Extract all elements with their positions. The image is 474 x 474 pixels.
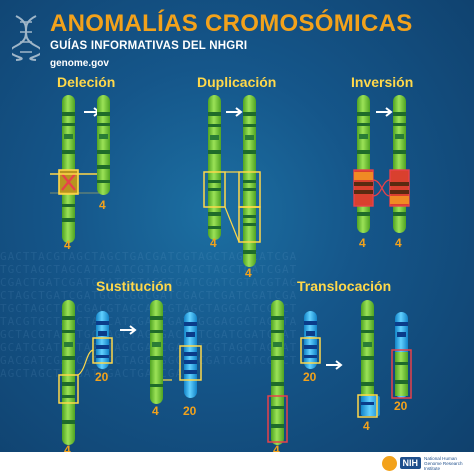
chromosome-20-substituted xyxy=(184,312,197,398)
chromosome-label: 4 xyxy=(273,443,280,457)
substitution-connector xyxy=(77,349,94,376)
panel-title-delecion: Deleción xyxy=(57,74,116,90)
translocation-highlight-box xyxy=(267,395,288,443)
nih-institute-name: National Human Genome Research Institute xyxy=(424,455,463,471)
chromosome-label: 20 xyxy=(394,399,408,413)
duplication-connector xyxy=(224,206,240,243)
chromosome-4-original xyxy=(271,300,284,445)
chromosome-label: 20 xyxy=(95,370,109,384)
chromosome-4-duplicated xyxy=(243,95,256,267)
arrow-icon xyxy=(226,107,243,117)
chromosome-4-original xyxy=(62,300,75,445)
substitution-highlight-box xyxy=(179,345,202,381)
footer-bar xyxy=(0,452,474,474)
chromosome-4-translocated xyxy=(361,300,380,416)
chromosome-20-translocated xyxy=(395,312,408,398)
inversion-arrows xyxy=(372,179,391,197)
nih-logo[interactable]: NIH National Human Genome Research Insti… xyxy=(381,455,467,471)
inversion-segment-inverted xyxy=(389,169,410,207)
chromosome-4-substituted xyxy=(150,300,163,404)
chromosome-20-original xyxy=(304,311,317,369)
arrow-icon xyxy=(326,360,343,370)
chromosome-label: 4 xyxy=(99,198,106,212)
hhs-eagle-icon xyxy=(381,455,397,471)
translocation-highlight-box xyxy=(300,337,321,364)
chromosome-label: 20 xyxy=(183,404,197,418)
website-link[interactable]: genome.gov xyxy=(50,58,109,69)
translocation-highlight-box xyxy=(391,349,412,399)
chromosome-label: 4 xyxy=(395,236,402,250)
duplication-highlight-box xyxy=(238,206,261,243)
arrow-icon xyxy=(376,107,393,117)
chromosome-4-original xyxy=(208,95,221,240)
chromosome-label: 4 xyxy=(359,236,366,250)
panel-title-sustitucion: Sustitución xyxy=(96,278,173,294)
substitution-highlight-box xyxy=(58,374,79,404)
duplication-highlight-box xyxy=(203,171,226,208)
inversion-segment-original xyxy=(353,169,374,207)
chromosome-label: 4 xyxy=(64,443,71,457)
chromosome-label: 4 xyxy=(363,419,370,433)
chromosome-4-original xyxy=(357,95,370,233)
chromosome-label: 20 xyxy=(303,370,317,384)
arrow-icon xyxy=(120,325,137,335)
chromosome-4-original xyxy=(62,95,75,243)
chromosome-label: 4 xyxy=(152,404,159,418)
chromosome-4-inverted xyxy=(393,95,406,233)
deletion-highlight-box xyxy=(50,169,102,195)
page-title: ANOMALÍAS CROMOSÓMICAS xyxy=(50,10,413,37)
nih-badge: NIH xyxy=(399,457,421,469)
panel-title-inversion: Inversión xyxy=(351,74,414,90)
arrow-icon xyxy=(84,107,101,117)
panel-title-translocacion: Translocación xyxy=(297,278,392,294)
page-subtitle: GUÍAS INFORMATIVAS DEL NHGRI xyxy=(50,40,248,52)
dna-helix-icon xyxy=(12,15,40,61)
chromosome-label: 4 xyxy=(210,236,217,250)
chromosome-4-deleted xyxy=(97,95,110,195)
panel-title-duplicacion: Duplicación xyxy=(197,74,277,90)
translocation-highlight-box xyxy=(357,394,378,418)
chromosome-label: 4 xyxy=(245,266,252,280)
chromosome-20-original xyxy=(96,311,109,369)
chromosome-label: 4 xyxy=(64,238,71,252)
